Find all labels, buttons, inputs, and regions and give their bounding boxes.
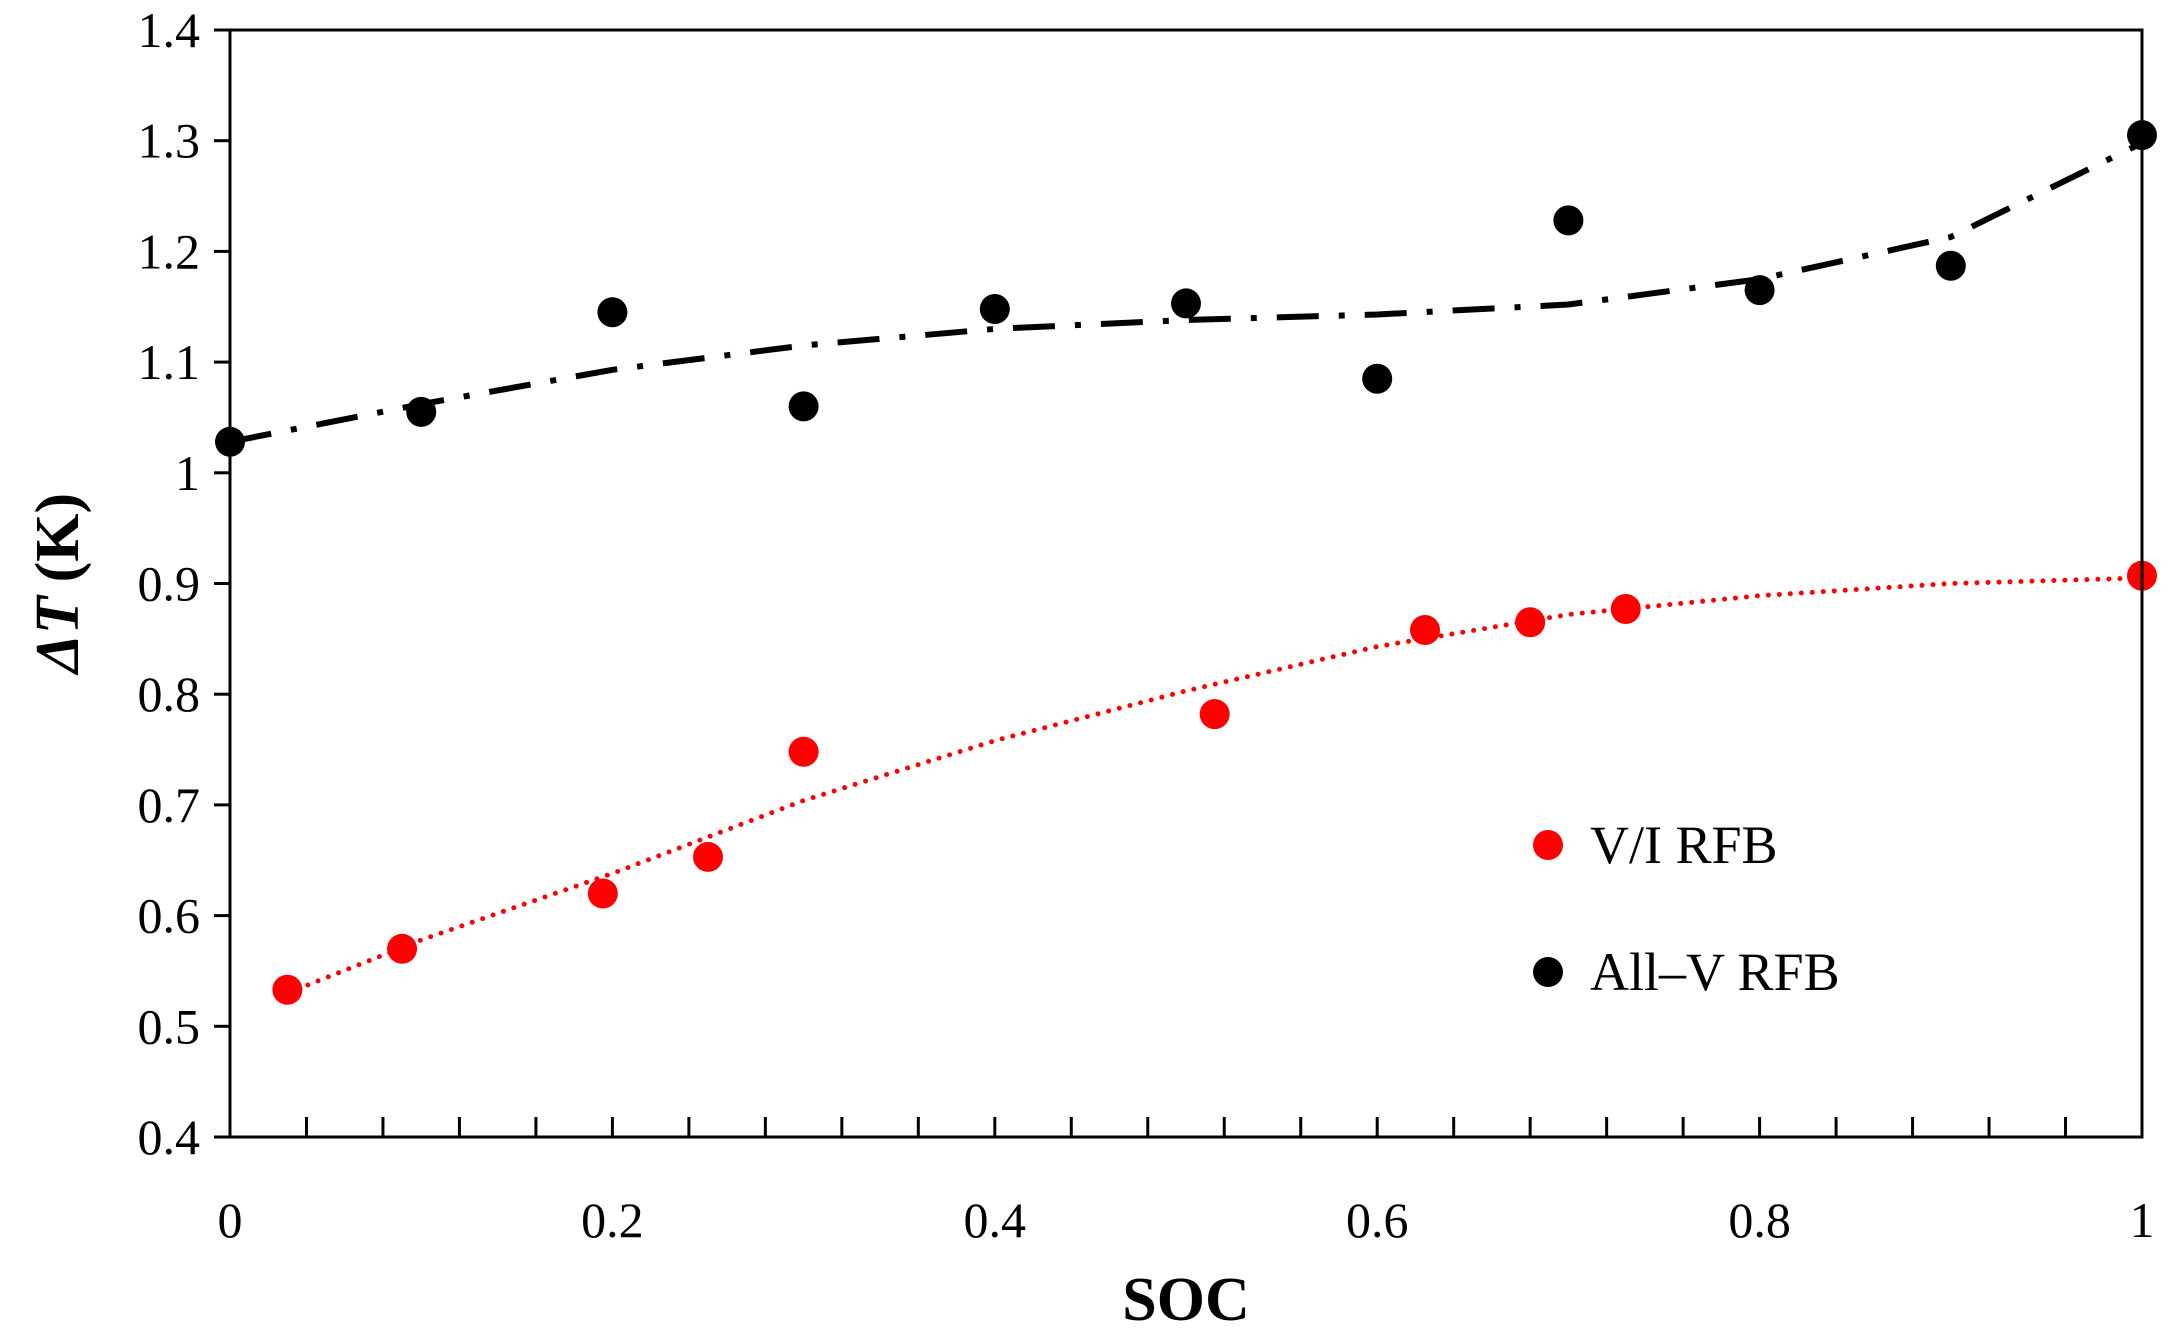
- y-tick-label: 0.9: [138, 556, 201, 612]
- x-tick-label: 0.4: [964, 1192, 1027, 1248]
- data-point-vi-rfb: [1199, 699, 1230, 730]
- trend-line-vi-rfb: [284, 575, 2145, 996]
- y-tick-label: 0.8: [138, 666, 201, 722]
- data-point-all-v-rfb: [1553, 205, 1584, 236]
- y-tick-label: 0.6: [138, 888, 201, 944]
- legend-marker-all-v-rfb: [1533, 957, 1563, 987]
- legend-label-all-v-rfb: All–V RFB: [1590, 942, 1840, 1002]
- plot-frame: [228, 28, 2144, 1139]
- trend-line-all-v-rfb: [229, 140, 2144, 445]
- y-tick-label: 0.5: [138, 998, 201, 1054]
- data-point-vi-rfb: [788, 736, 819, 767]
- data-point-vi-rfb: [1410, 614, 1440, 645]
- legend-marker-vi-rfb: [1533, 830, 1563, 860]
- y-tick-label: 1.2: [138, 223, 201, 279]
- data-point-all-v-rfb: [788, 391, 819, 422]
- x-tick-label: 0.2: [581, 1192, 644, 1248]
- y-tick-label: 1.4: [138, 2, 201, 58]
- legend: V/I RFB All–V RFB: [1533, 815, 1840, 1002]
- x-axis-title: SOC: [1122, 1266, 1249, 1334]
- data-point-all-v-rfb: [979, 293, 1010, 324]
- data-point-all-v-rfb: [1935, 250, 1966, 281]
- y-tick-label: 1: [175, 445, 200, 501]
- data-point-vi-rfb: [1515, 607, 1546, 638]
- y-tick-label: 0.4: [138, 1109, 201, 1165]
- data-point-vi-rfb: [272, 974, 303, 1005]
- y-axis-title: ΔT (K): [24, 493, 92, 676]
- x-tick-label: 0.8: [1728, 1192, 1791, 1248]
- ticks-layer: [214, 28, 2068, 1139]
- data-point-all-v-rfb: [1171, 288, 1201, 319]
- y-tick-label: 0.7: [138, 777, 201, 833]
- data-point-vi-rfb: [693, 841, 723, 872]
- legend-label-vi-rfb: V/I RFB: [1590, 815, 1778, 875]
- data-point-all-v-rfb: [597, 297, 628, 328]
- data-point-vi-rfb: [587, 878, 618, 909]
- y-axis-symbol: ΔT: [24, 594, 92, 676]
- y-tick-label: 1.3: [138, 113, 201, 169]
- trend-layer: [229, 140, 2145, 996]
- y-axis-unit: (K): [24, 493, 92, 583]
- data-point-all-v-rfb: [406, 396, 437, 427]
- data-point-vi-rfb: [1610, 593, 1641, 624]
- points-layer: [215, 120, 2157, 1005]
- x-tick-label: 0.6: [1346, 1192, 1409, 1248]
- x-tick-label: 1: [2130, 1192, 2155, 1248]
- data-point-vi-rfb: [387, 933, 418, 964]
- tick-labels-layer: 0.4 0.5 0.6 0.7 0.8 0.9 1 1.1 1.2 1.3 1.4 0 0.2 0.4 0.…: [138, 2, 2155, 1248]
- data-point-all-v-rfb: [1744, 275, 1775, 306]
- y-tick-label: 1.1: [138, 334, 201, 390]
- data-point-all-v-rfb: [1362, 363, 1393, 394]
- x-tick-label: 0: [218, 1192, 243, 1248]
